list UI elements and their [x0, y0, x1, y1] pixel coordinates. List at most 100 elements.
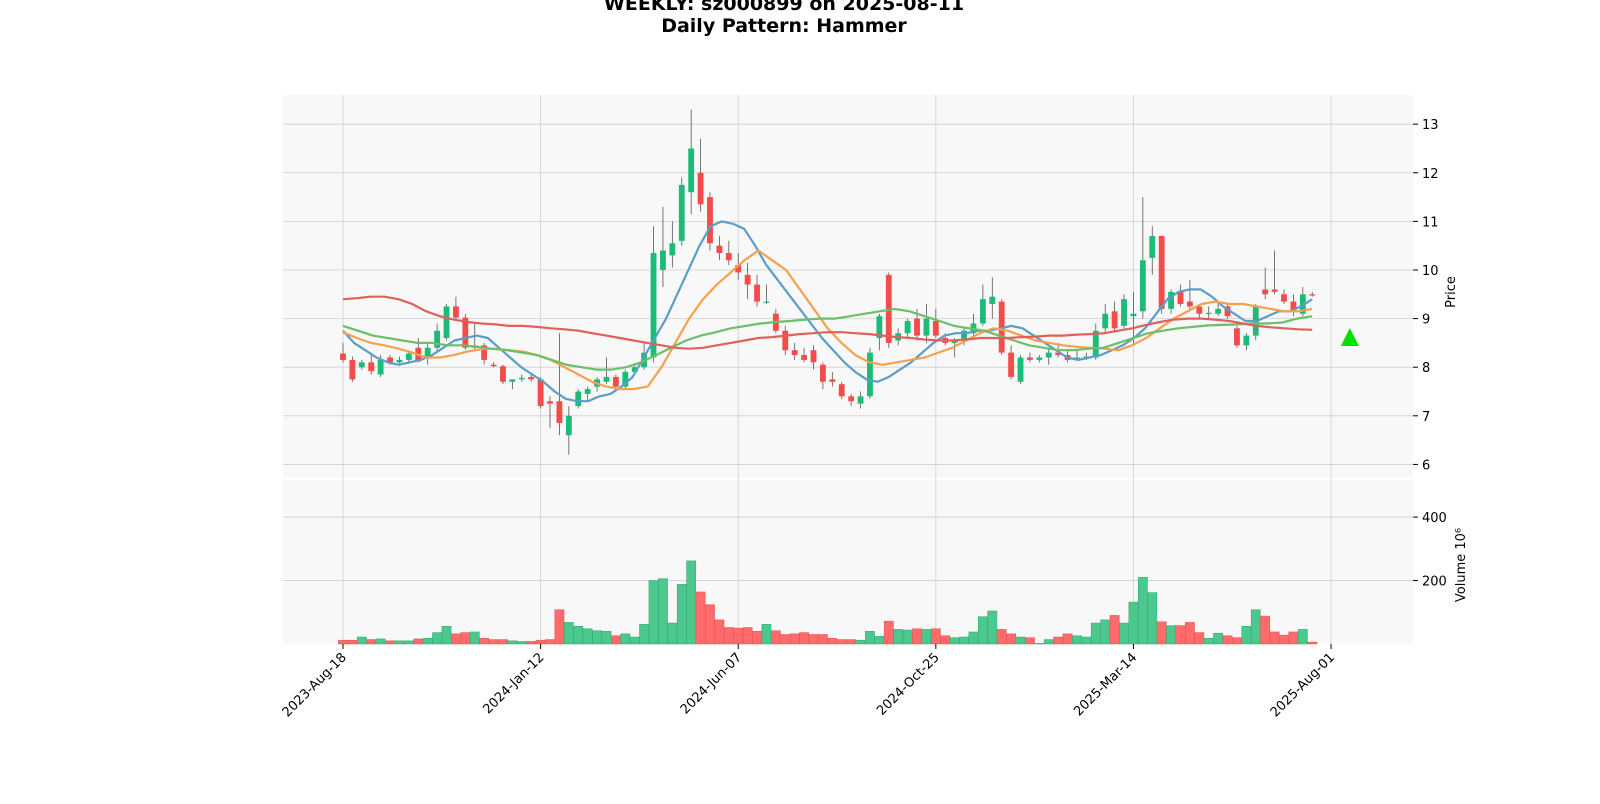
volume-bar	[395, 641, 404, 644]
candle-body	[1027, 357, 1033, 359]
candle-body	[453, 306, 459, 317]
volume-bar	[1157, 622, 1166, 644]
volume-bar	[1270, 632, 1279, 644]
x-tick-label: 2025-Mar-14	[1071, 650, 1140, 719]
volume-bar	[442, 626, 451, 644]
volume-bar	[527, 641, 536, 644]
candle-body	[858, 396, 864, 403]
volume-bar	[404, 641, 413, 644]
candle-body	[905, 321, 911, 333]
volume-bar	[865, 631, 874, 644]
chart-title-line2: Daily Pattern: Hammer	[661, 15, 907, 37]
volume-bar	[743, 628, 752, 645]
volume-bar	[668, 623, 677, 644]
candle-body	[1178, 292, 1184, 304]
volume-bar	[734, 628, 743, 644]
candle-body	[1262, 289, 1268, 294]
volume-bar	[470, 632, 479, 644]
candle-body	[1159, 236, 1165, 309]
candle-body	[1018, 357, 1024, 381]
volume-bar	[790, 634, 799, 644]
volume-bar	[931, 629, 940, 644]
candle-body	[754, 285, 760, 302]
volume-bar	[1195, 633, 1204, 644]
price-tick-label: 11	[1422, 215, 1439, 230]
candle-body	[519, 378, 525, 379]
volume-bar	[611, 636, 620, 644]
volume-bar	[1261, 616, 1270, 644]
candle-body	[698, 173, 704, 205]
x-tick-label: 2024-Jun-07	[678, 650, 745, 717]
candle-body	[1196, 306, 1202, 313]
volume-bar	[799, 633, 808, 644]
volume-bar	[1110, 615, 1119, 644]
volume-bar	[1101, 620, 1110, 644]
candle-body	[688, 148, 694, 192]
candle-body	[547, 401, 553, 403]
price-tick-label: 12	[1422, 167, 1439, 182]
candle-body	[1243, 336, 1249, 346]
volume-bar	[602, 631, 611, 644]
volume-bar	[677, 584, 686, 644]
candle-body	[914, 319, 920, 336]
volume-bar	[1044, 640, 1053, 644]
candle-body	[368, 362, 374, 371]
price-tick-label: 8	[1422, 361, 1430, 376]
volume-bar	[1308, 642, 1317, 644]
candle-body	[406, 354, 412, 360]
volume-tick-label: 200	[1422, 575, 1447, 590]
volume-bar	[385, 641, 394, 644]
price-tick-label: 10	[1422, 264, 1439, 279]
candle-body	[604, 377, 610, 382]
volume-bar	[1166, 626, 1175, 644]
volume-bar	[856, 640, 865, 644]
price-tick-label: 13	[1422, 118, 1439, 133]
candle-body	[1234, 328, 1240, 345]
candle-body	[801, 355, 807, 360]
candle-body	[1121, 299, 1127, 326]
volume-bar	[884, 621, 893, 644]
candle-body	[359, 362, 365, 367]
volume-bar	[696, 592, 705, 644]
candle-body	[491, 365, 497, 366]
candle-body	[820, 365, 826, 382]
volume-bar	[498, 640, 507, 644]
volume-bar	[480, 638, 489, 644]
volume-bar	[752, 631, 761, 644]
volume-bar	[489, 640, 498, 644]
volume-bar	[564, 622, 573, 644]
volume-bar	[414, 639, 423, 644]
volume-bar	[545, 640, 554, 644]
volume-bar	[1082, 637, 1091, 644]
volume-bar	[959, 637, 968, 644]
volume-bar	[1119, 623, 1128, 644]
candle-body	[1215, 309, 1221, 314]
volume-bar	[592, 631, 601, 644]
candle-body	[1309, 294, 1315, 295]
volume-bar	[1223, 636, 1232, 644]
volume-bar	[997, 629, 1006, 644]
candle-body	[1102, 314, 1108, 329]
candle-body	[716, 246, 722, 253]
candle-body	[1131, 314, 1137, 316]
volume-bar	[941, 636, 950, 644]
volume-bar	[583, 629, 592, 644]
volume-bar	[1025, 638, 1034, 644]
volume-bar	[1279, 635, 1288, 644]
candle-body	[1187, 302, 1193, 307]
volume-bar	[1214, 633, 1223, 644]
candle-body	[340, 354, 346, 360]
volume-bar	[1072, 636, 1081, 644]
candle-body	[811, 350, 817, 362]
candle-body	[679, 185, 685, 241]
volume-bar	[1063, 634, 1072, 644]
candle-body	[1272, 289, 1278, 291]
candle-body	[867, 353, 873, 397]
volume-bar	[705, 605, 714, 644]
volume-bar	[1016, 637, 1025, 644]
x-tick-label: 2024-Oct-25	[874, 650, 942, 718]
volume-panel-background	[283, 479, 1413, 644]
x-tick-label: 2023-Aug-18	[280, 650, 350, 720]
volume-bar	[1176, 626, 1185, 644]
